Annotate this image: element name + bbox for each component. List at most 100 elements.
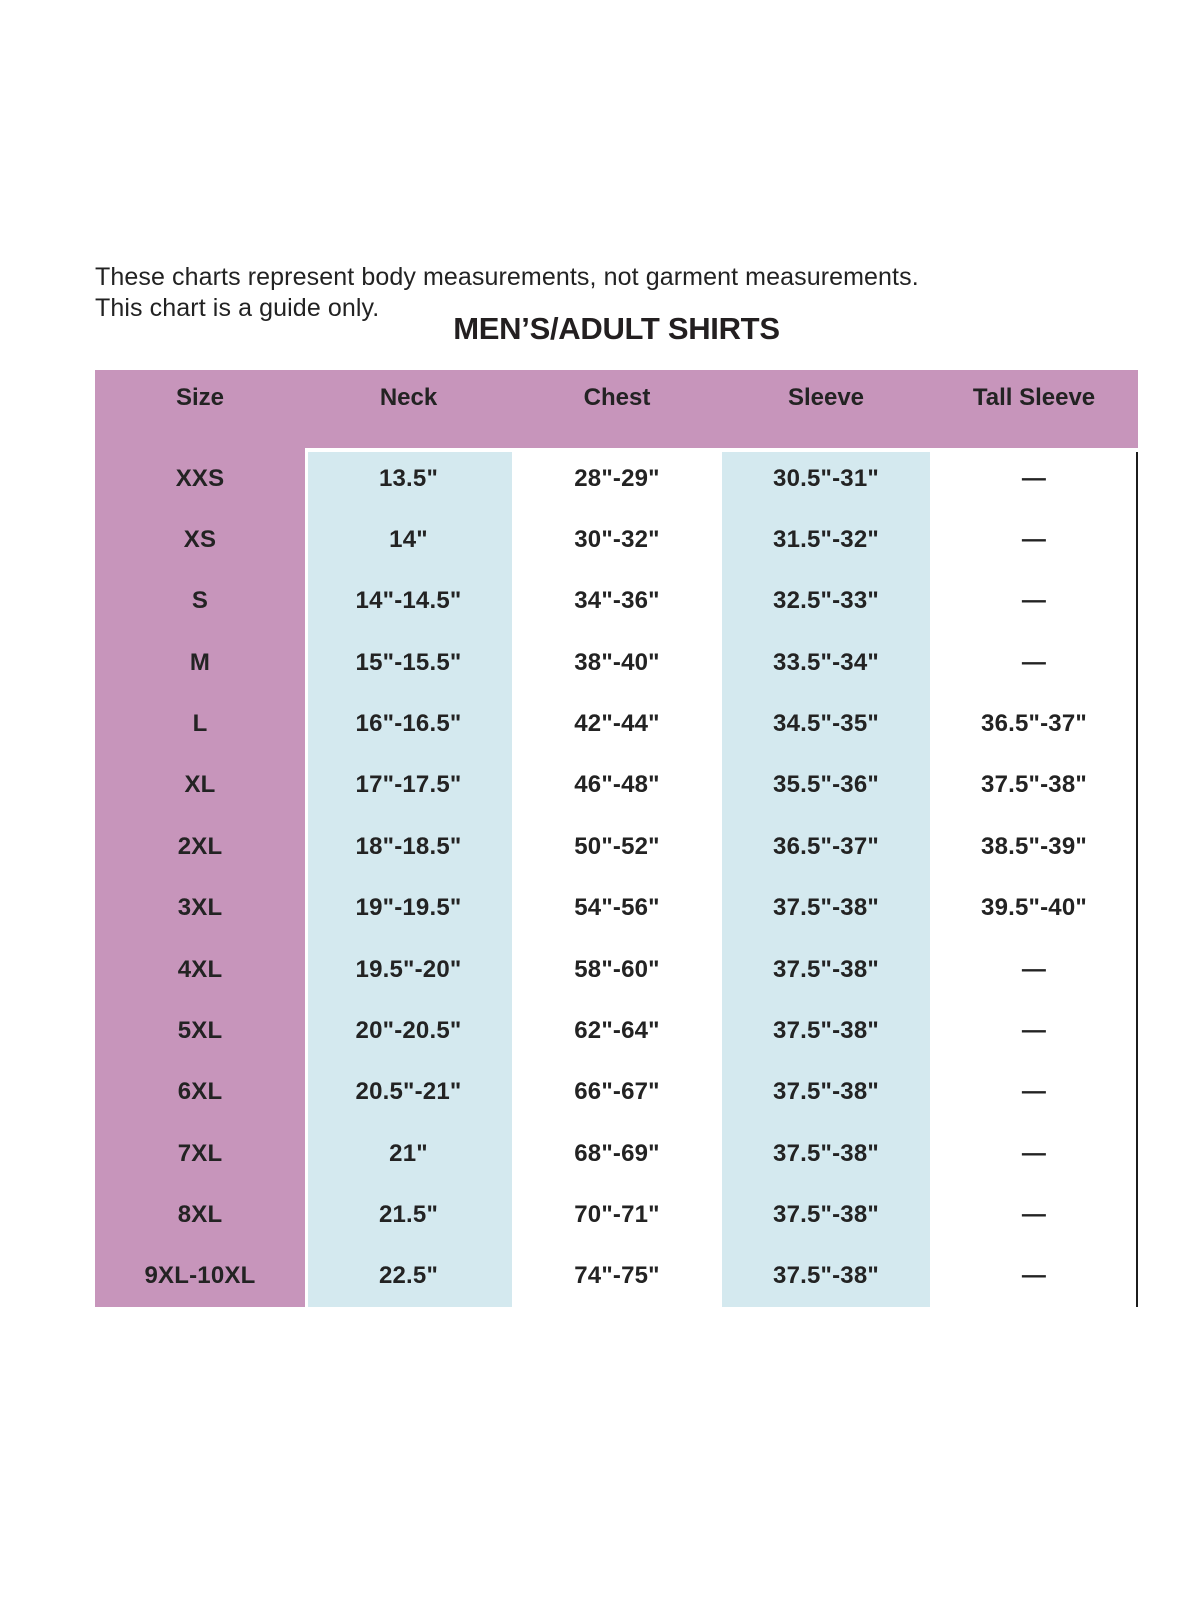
tall-sleeve-cell: — [1021,955,1047,983]
sleeve-cell: 31.5"-32" [773,526,879,554]
neck-cell: 21" [389,1139,428,1167]
sleeve-cell: 37.5"-38" [773,894,879,922]
chest-cell: 66"-67" [574,1078,660,1106]
neck-cell: 13.5" [378,464,439,492]
chest-cell: 68"-69" [574,1139,660,1167]
neck-column-stripe [308,452,512,1307]
neck-cell: 19.5"-20" [355,955,462,983]
table-row: 7XL 21" 68"-69" 37.5"-38" — [95,1123,1138,1184]
size-cell: XXS [175,464,225,492]
disclaimer-line-2: This chart is a guide only. [95,294,380,322]
table-row: XS 14" 30"-32" 31.5"-32" — [95,509,1138,570]
neck-cell: 14"-14.5" [355,587,462,615]
chest-cell: 42"-44" [574,710,660,738]
chest-cell: 30"-32" [574,526,660,554]
tall-sleeve-cell: 39.5"-40" [981,894,1087,922]
size-cell: 9XL-10XL [144,1262,256,1290]
tall-sleeve-cell: — [1021,1078,1047,1106]
sleeve-cell: 37.5"-38" [773,1200,879,1228]
sleeve-cell: 36.5"-37" [773,832,879,860]
size-cell: L [192,710,208,738]
neck-cell: 21.5" [378,1200,439,1228]
neck-cell: 17"-17.5" [355,771,462,799]
tall-sleeve-cell: — [1021,1262,1047,1290]
tall-sleeve-cell: 38.5"-39" [981,832,1087,860]
disclaimer-line-1: These charts represent body measurements… [95,263,919,291]
tall-sleeve-cell: — [1021,1200,1047,1228]
tall-sleeve-cell: — [1021,587,1047,615]
size-cell: 5XL [177,1016,223,1044]
table-row: 6XL 20.5"-21" 66"-67" 37.5"-38" — [95,1062,1138,1123]
table-row: 5XL 20"-20.5" 62"-64" 37.5"-38" — [95,1000,1138,1061]
chest-cell: 70"-71" [574,1200,660,1228]
size-column-background [95,448,305,1307]
tall-sleeve-cell: — [1021,648,1047,676]
table-row: L 16"-16.5" 42"-44" 34.5"-35" 36.5"-37" [95,693,1138,754]
tall-sleeve-cell: — [1021,464,1047,492]
table-row: 3XL 19"-19.5" 54"-56" 37.5"-38" 39.5"-40" [95,878,1138,939]
size-cell: S [191,587,209,615]
neck-cell: 19"-19.5" [355,894,462,922]
sleeve-cell: 37.5"-38" [773,1078,879,1106]
size-cell: M [189,648,211,676]
chest-cell: 50"-52" [574,832,660,860]
size-table: Size Neck Chest Sleeve Tall Sleeve XXS 13… [95,370,1138,1307]
table-row: 8XL 21.5" 70"-71" 37.5"-38" — [95,1184,1138,1245]
tall-sleeve-cell: — [1021,526,1047,554]
size-cell: XS [183,526,217,554]
size-cell: 7XL [177,1139,223,1167]
sleeve-cell: 34.5"-35" [773,710,879,738]
sleeve-cell: 30.5"-31" [773,464,879,492]
table-row: 9XL-10XL 22.5" 74"-75" 37.5"-38" — [95,1246,1138,1307]
neck-cell: 18"-18.5" [355,832,462,860]
sleeve-cell: 37.5"-38" [773,1016,879,1044]
chest-cell: 38"-40" [574,648,660,676]
tall-sleeve-cell: 36.5"-37" [981,710,1087,738]
chest-cell: 28"-29" [574,464,660,492]
page-title: MEN’S/ADULT SHIRTS [453,311,780,346]
chest-cell: 54"-56" [574,894,660,922]
table-row: 4XL 19.5"-20" 58"-60" 37.5"-38" — [95,939,1138,1000]
chest-cell: 58"-60" [574,955,660,983]
size-table-body: XXS 13.5" 28"-29" 30.5"-31" — XS 14" 30"-32" 31.… [95,448,1138,1307]
column-header-neck: Neck [379,384,438,411]
size-table-header-row: Size Neck Chest Sleeve Tall Sleeve [95,370,1138,448]
sleeve-column-stripe [722,452,930,1307]
size-cell: 2XL [177,832,223,860]
size-cell: 6XL [177,1078,223,1106]
table-row: S 14"-14.5" 34"-36" 32.5"-33" — [95,571,1138,632]
sleeve-cell: 33.5"-34" [773,648,879,676]
neck-cell: 16"-16.5" [355,710,462,738]
neck-cell: 20.5"-21" [355,1078,462,1106]
tall-sleeve-cell: 37.5"-38" [981,771,1087,799]
column-header-sleeve: Sleeve [787,384,865,411]
table-row: XL 17"-17.5" 46"-48" 35.5"-36" 37.5"-38" [95,755,1138,816]
chest-cell: 34"-36" [574,587,660,615]
table-right-border [1136,452,1138,1307]
sleeve-cell: 37.5"-38" [773,955,879,983]
chest-cell: 46"-48" [574,771,660,799]
table-row: 2XL 18"-18.5" 50"-52" 36.5"-37" 38.5"-39" [95,816,1138,877]
chest-cell: 62"-64" [574,1016,660,1044]
sleeve-cell: 35.5"-36" [773,771,879,799]
size-cell: 4XL [177,955,223,983]
neck-cell: 15"-15.5" [355,648,462,676]
neck-cell: 22.5" [378,1262,439,1290]
sleeve-cell: 32.5"-33" [773,587,879,615]
table-row: M 15"-15.5" 38"-40" 33.5"-34" — [95,632,1138,693]
size-cell: XL [184,771,216,799]
table-row: XXS 13.5" 28"-29" 30.5"-31" — [95,448,1138,509]
tall-sleeve-cell: — [1021,1139,1047,1167]
neck-cell: 14" [389,526,428,554]
size-cell: 3XL [177,894,223,922]
size-table-rows: XXS 13.5" 28"-29" 30.5"-31" — XS 14" 30"-32" 31.… [95,448,1138,1307]
chest-cell: 74"-75" [574,1262,660,1290]
column-header-tall-sleeve: Tall Sleeve [972,384,1096,411]
column-header-chest: Chest [583,384,651,411]
sleeve-cell: 37.5"-38" [773,1262,879,1290]
column-header-size: Size [175,384,225,411]
disclaimer-text: These charts represent body measurements… [95,262,919,324]
neck-cell: 20"-20.5" [355,1016,462,1044]
tall-sleeve-cell: — [1021,1016,1047,1044]
